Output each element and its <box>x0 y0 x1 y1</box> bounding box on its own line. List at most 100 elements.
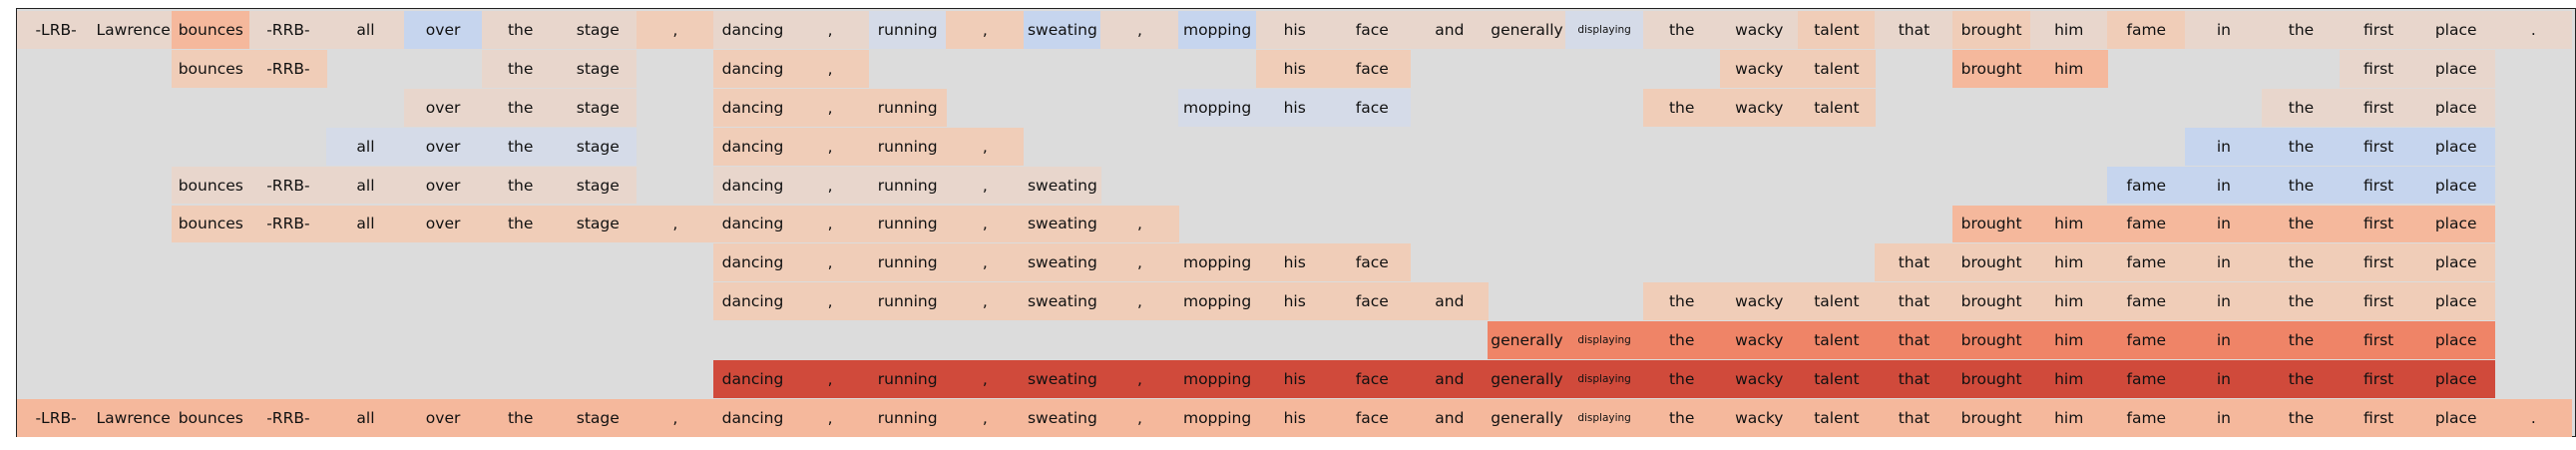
token-cell: the <box>481 127 560 166</box>
token-cell: dancing <box>713 243 792 282</box>
token-cell: his <box>1255 243 1334 282</box>
token-cell: dancing <box>713 205 792 243</box>
token-cell: that <box>1875 321 1953 360</box>
token-cell: all <box>326 11 405 49</box>
token-cell: dancing <box>713 282 792 321</box>
token-span-diagram: -LRB- Lawrence bounces -RRB-all over the stage… <box>16 8 2576 437</box>
token-cell: -LRB- <box>17 11 96 49</box>
token-cell: face <box>1333 88 1412 127</box>
token-cell: wacky <box>1720 321 1799 360</box>
token-cell: first <box>2340 321 2418 360</box>
token-cell: -RRB- <box>248 49 327 88</box>
token-cell: -RRB- <box>248 205 327 243</box>
token-cell: talent <box>1797 282 1876 321</box>
token-cell: fame <box>2107 243 2186 282</box>
token-cell: the <box>1642 282 1721 321</box>
token-cell: wacky <box>1720 11 1799 49</box>
token-cell: the <box>2262 321 2341 360</box>
token-cell: Lawrence <box>94 11 173 49</box>
token-cell: . <box>2494 399 2573 437</box>
token-cell: in <box>2184 166 2263 205</box>
token-cell: place <box>2416 321 2495 360</box>
token-cell: the <box>2262 360 2341 398</box>
token-cell: running <box>868 205 947 243</box>
token-cell: him <box>2029 321 2108 360</box>
token-cell: and <box>1410 282 1489 321</box>
token-cell: wacky <box>1720 49 1799 88</box>
token-cell: generally <box>1488 11 1566 49</box>
token-cell: stage <box>559 399 638 437</box>
token-cell: , <box>791 282 870 321</box>
token-cell: sweating <box>1023 243 1101 282</box>
token-cell: sweating <box>1023 166 1101 205</box>
token-cell: place <box>2416 88 2495 127</box>
token-cell: stage <box>559 166 638 205</box>
token-cell: first <box>2340 205 2418 243</box>
token-cell: face <box>1333 243 1412 282</box>
token-cell: , <box>946 399 1025 437</box>
token-cell: the <box>2262 243 2341 282</box>
token-cell: and <box>1410 11 1489 49</box>
token-cell: the <box>1642 88 1721 127</box>
token-cell: bounces <box>172 205 250 243</box>
token-cell: , <box>791 243 870 282</box>
token-cell: in <box>2184 282 2263 321</box>
token-cell: bounces <box>172 11 250 49</box>
token-cell: him <box>2029 282 2108 321</box>
token-cell: , <box>1100 282 1179 321</box>
token-cell: him <box>2029 360 2108 398</box>
token-cell: in <box>2184 11 2263 49</box>
token-cell: wacky <box>1720 399 1799 437</box>
token-cell: mopping <box>1178 243 1257 282</box>
token-cell: dancing <box>713 127 792 166</box>
token-cell: all <box>326 127 405 166</box>
token-cell: stage <box>559 205 638 243</box>
token-cell: brought <box>1952 282 2031 321</box>
token-cell: in <box>2184 205 2263 243</box>
token-cell: the <box>2262 11 2341 49</box>
token-cell: Lawrence <box>94 399 173 437</box>
token-cell: -RRB- <box>248 399 327 437</box>
token-cell: , <box>946 360 1025 398</box>
token-cell: place <box>2416 399 2495 437</box>
token-cell: , <box>636 205 714 243</box>
token-cell: , <box>946 127 1025 166</box>
token-cell: , <box>791 11 870 49</box>
token-cell: wacky <box>1720 282 1799 321</box>
token-cell: sweating <box>1023 360 1101 398</box>
token-cell: dancing <box>713 166 792 205</box>
token-cell: sweating <box>1023 282 1101 321</box>
token-cell: first <box>2340 360 2418 398</box>
token-cell: face <box>1333 282 1412 321</box>
token-cell: him <box>2029 49 2108 88</box>
token-cell: place <box>2416 243 2495 282</box>
token-cell: the <box>2262 399 2341 437</box>
token-cell: , <box>946 205 1025 243</box>
token-cell: bounces <box>172 166 250 205</box>
token-cell: mopping <box>1178 11 1257 49</box>
token-cell: sweating <box>1023 205 1101 243</box>
token-cell: dancing <box>713 49 792 88</box>
token-cell: him <box>2029 11 2108 49</box>
token-cell: and <box>1410 399 1489 437</box>
token-cell: brought <box>1952 11 2031 49</box>
token-cell: his <box>1255 360 1334 398</box>
token-cell: over <box>404 88 483 127</box>
token-cell: in <box>2184 399 2263 437</box>
token-cell: , <box>636 11 714 49</box>
token-cell: , <box>791 360 870 398</box>
token-cell: stage <box>559 11 638 49</box>
token-cell: fame <box>2107 321 2186 360</box>
token-cell: running <box>868 360 947 398</box>
token-cell: running <box>868 88 947 127</box>
token-cell: his <box>1255 88 1334 127</box>
token-cell: , <box>1100 360 1179 398</box>
token-cell: dancing <box>713 11 792 49</box>
token-cell: first <box>2340 282 2418 321</box>
token-cell: all <box>326 399 405 437</box>
token-cell: that <box>1875 243 1953 282</box>
token-cell: the <box>1642 360 1721 398</box>
token-cell: sweating <box>1023 399 1101 437</box>
token-cell: place <box>2416 360 2495 398</box>
token-cell: first <box>2340 243 2418 282</box>
